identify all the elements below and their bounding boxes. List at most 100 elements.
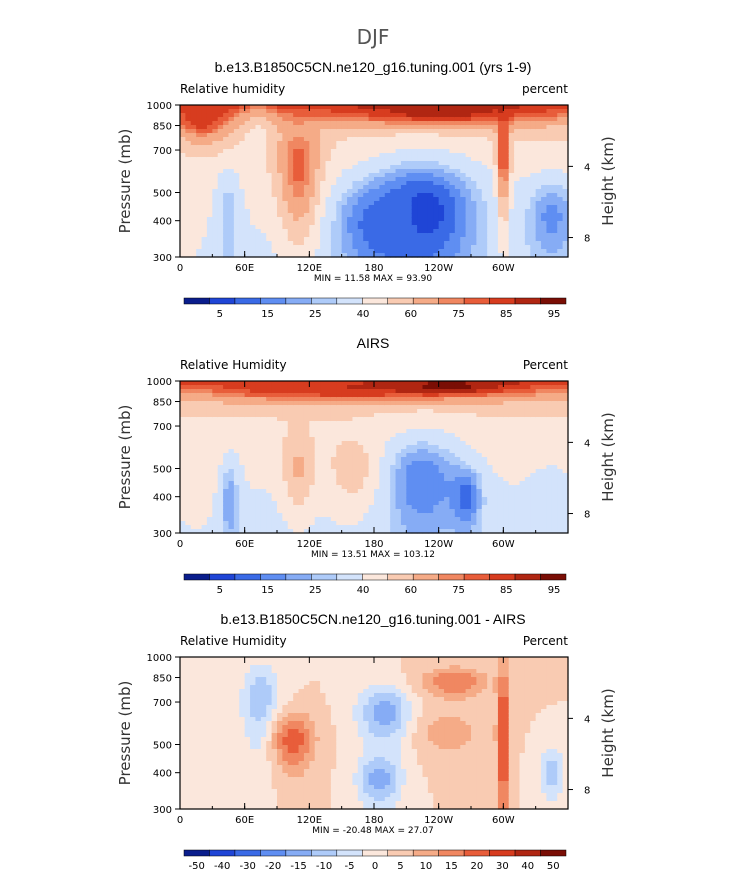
heatmap-cell xyxy=(260,113,267,118)
heatmap-cell xyxy=(217,189,224,194)
heatmap-cell xyxy=(244,105,251,110)
heatmap-cell xyxy=(190,409,197,414)
heatmap-cell xyxy=(390,137,397,142)
heatmap-cell xyxy=(347,221,354,226)
heatmap-cell xyxy=(460,213,467,218)
heatmap-cell xyxy=(303,497,310,502)
heatmap-cell xyxy=(508,201,515,206)
heatmap-cell xyxy=(347,449,354,454)
heatmap-cell xyxy=(239,397,246,402)
heatmap-cell xyxy=(417,141,424,146)
heatmap-cell xyxy=(492,185,499,190)
heatmap-cell xyxy=(233,441,240,446)
heatmap-cell xyxy=(271,253,278,258)
heatmap-cell xyxy=(271,445,278,450)
min-max-stats: MIN = 11.58 MAX = 93.90 xyxy=(314,274,432,284)
heatmap-cell xyxy=(352,481,359,486)
heatmap-cell xyxy=(471,117,477,122)
heatmap-cell xyxy=(465,437,472,442)
heatmap-cell xyxy=(438,241,445,246)
heatmap-cell xyxy=(341,409,348,414)
heatmap-cell xyxy=(363,473,370,478)
heatmap-cell xyxy=(217,437,224,442)
heatmap-cell xyxy=(433,153,440,158)
heatmap-cell xyxy=(368,429,375,434)
heatmap-cell xyxy=(454,117,461,122)
heatmap-cell xyxy=(293,441,300,446)
heatmap-cell xyxy=(228,421,235,426)
heatmap-cell xyxy=(266,473,273,478)
heatmap-cell xyxy=(250,509,257,514)
heatmap-cell xyxy=(228,169,235,174)
heatmap-cell xyxy=(368,145,375,150)
heatmap-cell xyxy=(503,109,510,114)
heatmap-cell xyxy=(454,481,461,486)
heatmap-cell xyxy=(481,121,488,126)
heatmap-cell xyxy=(444,385,451,390)
heatmap-cell xyxy=(384,513,391,518)
heatmap-cell xyxy=(395,521,402,526)
heatmap-cell xyxy=(309,489,316,494)
heatmap-cell xyxy=(551,189,558,194)
heatmap-cell xyxy=(341,521,348,526)
heatmap-cell xyxy=(244,421,251,426)
heatmap-cell xyxy=(228,413,235,418)
heatmap-cell xyxy=(255,401,262,406)
heatmap-cell xyxy=(374,501,380,506)
heatmap-cell xyxy=(330,469,337,474)
heatmap-cell xyxy=(449,149,456,154)
heatmap-cell xyxy=(514,249,521,254)
heatmap-cell xyxy=(320,409,327,414)
heatmap-cell xyxy=(298,221,305,226)
heatmap-cell xyxy=(551,229,558,234)
heatmap-cell xyxy=(180,501,186,506)
heatmap-cell xyxy=(562,217,569,222)
heatmap-cell xyxy=(476,197,483,202)
heatmap-cell xyxy=(476,497,483,502)
heatmap-cell xyxy=(223,417,230,422)
heatmap-cell xyxy=(433,457,440,462)
heatmap-cell xyxy=(277,249,283,254)
heatmap-cell xyxy=(320,133,327,138)
heatmap-cell xyxy=(481,229,488,234)
heatmap-cell xyxy=(196,485,203,490)
heatmap-cell xyxy=(271,389,278,394)
heatmap-cell xyxy=(314,205,321,210)
heatmap-cell xyxy=(427,389,434,394)
heatmap-cell xyxy=(255,169,262,174)
heatmap-cell xyxy=(201,157,208,162)
heatmap-cell xyxy=(454,193,461,198)
heatmap-cell xyxy=(363,161,370,166)
heatmap-cell xyxy=(336,137,343,142)
heatmap-cell xyxy=(438,149,445,154)
heatmap-cell xyxy=(400,489,407,494)
heatmap-cell xyxy=(384,105,391,110)
heatmap-cell xyxy=(341,389,348,394)
heatmap-cell xyxy=(352,473,359,478)
y2-tick-label: 8 xyxy=(584,234,590,245)
heatmap-cell xyxy=(293,397,300,402)
heatmap-cell xyxy=(250,489,257,494)
heatmap-cell xyxy=(368,181,375,186)
heatmap-cell xyxy=(546,177,553,182)
colorbar-label: 75 xyxy=(452,309,465,320)
heatmap-cell xyxy=(427,249,434,254)
heatmap-cell xyxy=(476,405,483,410)
heatmap-cell xyxy=(487,189,494,194)
heatmap-cell xyxy=(508,109,515,114)
heatmap-cell xyxy=(481,213,488,218)
heatmap-cell xyxy=(497,173,504,178)
heatmap-cell xyxy=(287,437,294,442)
heatmap-cell xyxy=(190,513,197,518)
heatmap-cell xyxy=(185,385,192,390)
heatmap-cell xyxy=(465,493,472,498)
heatmap-cell xyxy=(460,453,467,458)
colorbar-swatch xyxy=(260,297,287,305)
heatmap-cell xyxy=(400,485,407,490)
heatmap-cell xyxy=(460,249,467,254)
heatmap-cell xyxy=(293,529,300,534)
heatmap-cell xyxy=(330,221,337,226)
heatmap-cell xyxy=(260,177,267,182)
heatmap-cell xyxy=(223,433,230,438)
heatmap-cell xyxy=(233,161,240,166)
